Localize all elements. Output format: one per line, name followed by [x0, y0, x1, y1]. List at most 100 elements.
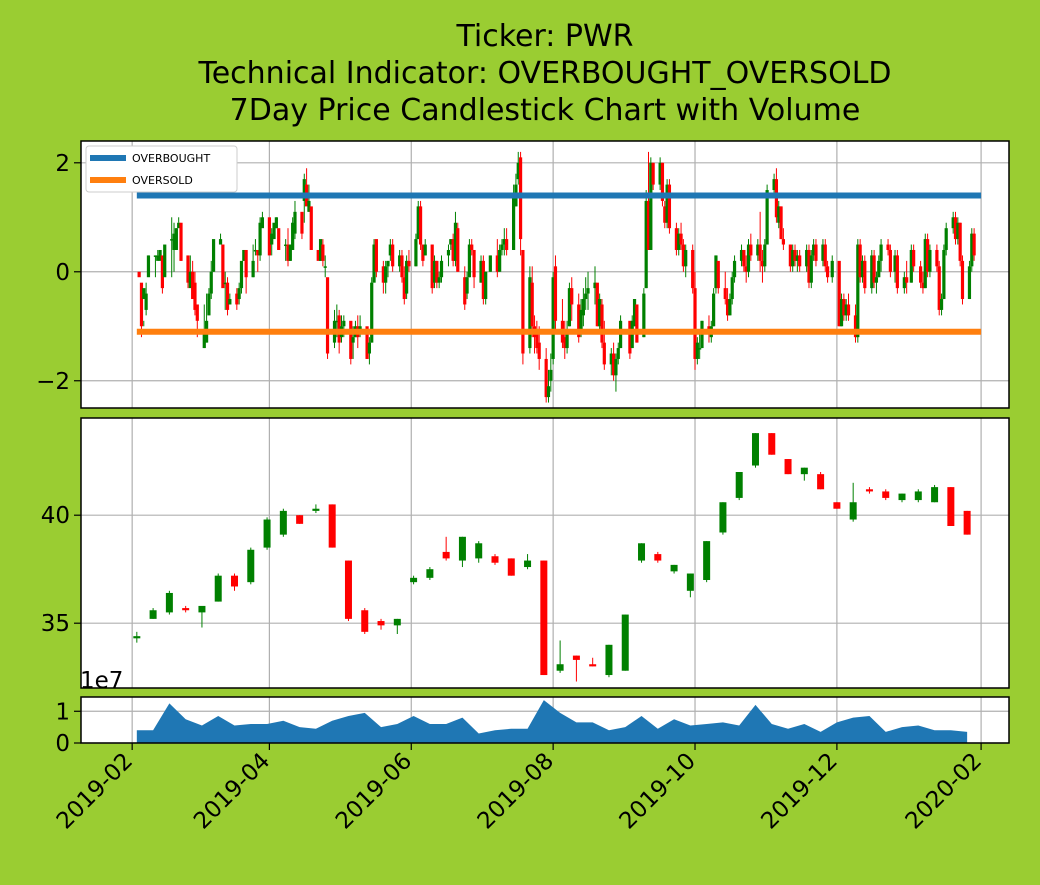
candle-body	[210, 272, 213, 294]
candle-body	[586, 288, 589, 293]
candle-body	[166, 593, 173, 612]
candle-body	[324, 266, 327, 268]
candle-body	[731, 277, 734, 299]
candle-body	[419, 206, 422, 244]
candle-body	[475, 543, 482, 558]
candle-body	[679, 234, 682, 245]
candle-body	[622, 615, 629, 671]
candle-body	[940, 299, 943, 310]
legend: OVERBOUGHT OVERSOLD	[86, 146, 237, 192]
candle-body	[410, 578, 417, 582]
candle-body	[782, 239, 785, 244]
price-y-ticks: 4035	[41, 503, 81, 637]
candle-body	[352, 337, 355, 342]
candle-body	[212, 239, 215, 272]
candle-body	[573, 656, 580, 660]
candle-body	[736, 472, 743, 498]
candle-body	[414, 239, 417, 266]
candle-body	[531, 283, 534, 327]
candle-body	[763, 245, 766, 267]
candle-body	[968, 266, 971, 299]
candle-body	[310, 206, 313, 250]
candle-body	[505, 239, 508, 250]
candle-body	[826, 266, 829, 277]
indicator-panel: 20−2 OVERBOUGHT OVERSOLD	[36, 141, 1009, 408]
candle-body	[964, 511, 971, 535]
candle-body	[712, 294, 715, 327]
title-line-1: Ticker: PWR	[455, 19, 633, 54]
volume-y-ticks: 10	[55, 699, 81, 757]
candle-body	[438, 277, 441, 282]
candle-body	[424, 245, 427, 256]
candle-body	[866, 489, 873, 491]
legend-oversold-label: OVERSOLD	[132, 174, 193, 187]
candle-body	[749, 245, 752, 256]
y-tick-label: −2	[36, 369, 70, 395]
title-line-2: Technical Indicator: OVERBOUGHT_OVERSOLD	[197, 56, 891, 91]
candle-body	[133, 636, 140, 638]
candle-body	[928, 250, 931, 272]
candle-body	[459, 537, 466, 561]
candle-body	[231, 576, 238, 587]
x-tick-label: 2019-12	[757, 748, 843, 834]
candle-body	[785, 459, 792, 474]
candle-body	[915, 491, 922, 500]
candle-body	[831, 261, 834, 277]
candle-body	[717, 261, 720, 288]
candle-body	[671, 565, 678, 571]
candle-body	[384, 266, 387, 282]
candle-body	[798, 255, 801, 266]
candle-body	[240, 261, 243, 288]
candle-body	[163, 245, 166, 278]
candle-body	[947, 487, 954, 526]
candle-body	[470, 245, 473, 250]
candle-body	[935, 250, 938, 266]
candle-body	[600, 304, 603, 342]
candle-body	[345, 561, 352, 619]
candle-body	[400, 255, 403, 277]
candle-body	[959, 223, 962, 261]
volume-exponent-label: 1e7	[80, 668, 123, 694]
candle-body	[768, 433, 775, 455]
candle-body	[691, 250, 694, 288]
candle-body	[375, 239, 378, 272]
candle-body	[833, 502, 840, 508]
candle-body	[138, 272, 141, 277]
candle-body	[261, 217, 264, 228]
candle-body	[742, 250, 745, 266]
candle-body	[264, 520, 271, 548]
candle-body	[652, 163, 655, 185]
candle-body	[617, 348, 620, 359]
legend-overbought-label: OVERBOUGHT	[132, 152, 210, 165]
candle-body	[521, 250, 524, 354]
candle-body	[247, 550, 254, 582]
candle-body	[687, 574, 694, 591]
candle-body	[300, 212, 303, 234]
candle-body	[547, 386, 550, 397]
candle-body	[179, 223, 182, 261]
candle-body	[280, 511, 287, 535]
candle-body	[368, 343, 371, 354]
candle-body	[886, 245, 889, 250]
candle-body	[228, 299, 231, 304]
candle-body	[394, 619, 401, 625]
candle-body	[896, 255, 899, 288]
candle-body	[321, 245, 324, 261]
candle-body	[942, 250, 945, 299]
candle-body	[684, 250, 687, 266]
candle-body	[889, 250, 892, 272]
candle-body	[426, 569, 433, 578]
candle-body	[824, 245, 827, 267]
x-tick-label: 2019-02	[52, 748, 138, 834]
candle-body	[728, 299, 731, 315]
candle-body	[465, 277, 468, 293]
candle-body	[221, 245, 224, 289]
candle-body	[733, 261, 736, 277]
title-line-3: 7Day Price Candlestick Chart with Volume	[230, 93, 861, 128]
candle-body	[145, 294, 148, 310]
candle-body	[801, 468, 808, 474]
candle-body	[668, 185, 671, 229]
candle-body	[277, 228, 280, 250]
candle-body	[238, 288, 241, 299]
